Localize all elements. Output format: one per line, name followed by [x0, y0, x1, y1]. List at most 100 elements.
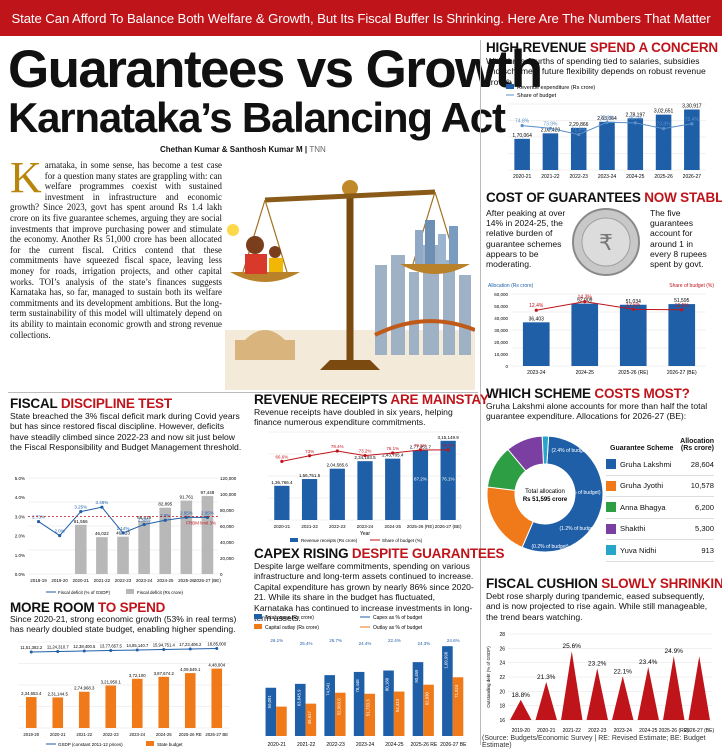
scheme-title-red: COSTS MOST?: [594, 386, 690, 401]
legend-label: Revenue expenditure (Rs crore): [517, 85, 595, 91]
bar-value-label: 66,518: [137, 515, 151, 520]
scheme-col-header: Guarantee Scheme: [610, 445, 674, 452]
scheme-name: Gruha Jyothi: [620, 481, 664, 491]
cushion-title-black: FISCAL CUSHION: [486, 576, 602, 591]
fiscal-title-black: FISCAL: [10, 396, 61, 411]
bar: [571, 303, 599, 366]
y-tick-label: 1.0%: [15, 553, 25, 558]
bar-value-label: 2,29,866: [569, 122, 589, 128]
y-axis-label: Share of budget (%): [669, 283, 714, 289]
y-tick-label: 100,000: [220, 492, 237, 497]
line-value-label: 79.7%: [442, 443, 455, 448]
series-point: [446, 448, 450, 452]
pie-slice: [541, 435, 550, 465]
pie-slice: [521, 435, 604, 553]
line-value-label: 75.7%: [628, 116, 643, 122]
y-tick-label: 20: [499, 689, 505, 695]
source-note: (Source: Budgets/Economic Survey | RE: R…: [482, 735, 706, 749]
capex-pct-label: 26.1%: [270, 638, 283, 643]
x-tick-label: 2024-25: [156, 732, 172, 737]
y-tick-label: 28: [499, 632, 505, 638]
bar: [78, 691, 90, 728]
scheme-desc: Gruha Lakshmi alone accounts for more th…: [486, 401, 708, 422]
capex-desc: Despite large welfare commitments, spend…: [254, 561, 474, 624]
bar-value-label: 82,895: [158, 502, 172, 507]
fiscal-title-red: DISCIPLINE TEST: [60, 396, 172, 411]
gsdp-label: 11,24,310.7: [47, 645, 69, 650]
x-tick-label: 2023-24: [356, 742, 375, 748]
series-point: [631, 307, 635, 311]
gsdp-point: [162, 648, 166, 651]
x-tick-label: 2025-26 (RE): [618, 370, 648, 376]
bar-value-label: 3,02,651: [654, 109, 674, 115]
outlay-bar: [276, 706, 287, 736]
gsdp-point: [135, 648, 139, 652]
bar: [627, 118, 644, 170]
x-tick-label: 2026-27: [683, 174, 702, 180]
x-tick-label: 2026-27 BE: [205, 732, 228, 737]
x-tick-label: 2023-24: [357, 524, 374, 529]
capex-bar: [383, 670, 394, 736]
series-point: [548, 126, 553, 130]
x-tick-label: 2023-24: [129, 732, 145, 737]
bar-value-label: 3,15,149.9: [438, 435, 460, 440]
series-point: [280, 459, 284, 463]
scheme-color-swatch: [606, 480, 616, 491]
scheme-allocation: 10,578: [690, 481, 714, 491]
capex-value-label: 1,09,998: [443, 651, 448, 668]
x-tick-label: 2022-23: [115, 578, 132, 583]
cushion-title: FISCAL CUSHION SLOWLY SHRINKING: [486, 576, 722, 591]
outlay-value-label: 52,963.6: [336, 698, 341, 715]
outlay-value-label: 54,413: [395, 698, 400, 712]
capex-value-label: 63,845.9: [296, 689, 301, 706]
bar-value-label: 2,31,144.5: [48, 691, 69, 696]
x-tick-label: 2024-25: [385, 742, 404, 748]
outlay-bar: [305, 703, 317, 736]
scheme-row: Gruha Lakshmi 28,604: [606, 454, 714, 476]
x-tick-label: 2023-24: [136, 578, 153, 583]
scheme-color-swatch: [606, 502, 616, 513]
bar: [619, 304, 647, 366]
capex-value-label: 90,459: [414, 669, 419, 683]
series-point: [418, 448, 423, 452]
gsdp-point: [215, 647, 219, 650]
debt-peak: [561, 651, 583, 720]
bar: [96, 537, 108, 574]
bar: [301, 479, 318, 520]
capex-bar: [353, 671, 365, 736]
legend-swatch: [254, 614, 262, 619]
line-value-label: 78.4%: [331, 444, 344, 449]
line-value-label: 2.58%: [138, 517, 151, 522]
x-tick-label: 2026-27 (BE): [684, 728, 714, 734]
line-value-label: 2.8%: [160, 513, 170, 518]
x-tick-label: 2024-25: [384, 524, 401, 529]
scheme-row: Anna Bhagya 6,200: [606, 497, 714, 519]
scheme-allocation: 5,300: [694, 524, 714, 534]
y-tick-label: 0.0%: [15, 572, 25, 577]
line-value-label: 2.73%: [32, 515, 45, 520]
x-tick-label: 2021-22: [563, 728, 582, 734]
x-tick-label: 2024-25: [639, 728, 658, 734]
guarantees-title: COST OF GUARANTEES NOW STABLE: [486, 190, 722, 205]
scheme-allocation: 28,604: [690, 459, 714, 469]
bar-value-label: 2,78,197: [626, 112, 646, 118]
more-room-chart: 2,34,653.4 2019-20 2,31,144.5 2020-21 2,74,9…: [18, 642, 230, 747]
scheme-row: Gruha Jyothi 10,578: [606, 476, 714, 497]
debt-peak: [637, 666, 659, 720]
high-revenue-title: HIGH REVENUE SPEND A CONCERN: [486, 40, 718, 55]
bar-value-label: 3,72,100: [129, 673, 146, 678]
bar-value-label: 46,022: [95, 531, 109, 536]
bar-value-label: 2,43,705.4: [382, 453, 404, 458]
line-value-label: 2.0%: [55, 529, 65, 534]
capex-bar: [412, 662, 424, 736]
capex-value-label: 78,448: [355, 679, 360, 693]
bar-pct-label: 76.1%: [442, 476, 455, 481]
y-tick-label: 60,000: [220, 524, 234, 529]
gsdp-point: [188, 647, 192, 651]
x-tick-label: 2023-24: [614, 728, 633, 734]
scheme-color-swatch: [606, 459, 616, 470]
x-tick-label: 2021-22: [76, 732, 92, 737]
bar: [158, 676, 170, 728]
x-tick-label: 2019-20: [51, 578, 68, 583]
